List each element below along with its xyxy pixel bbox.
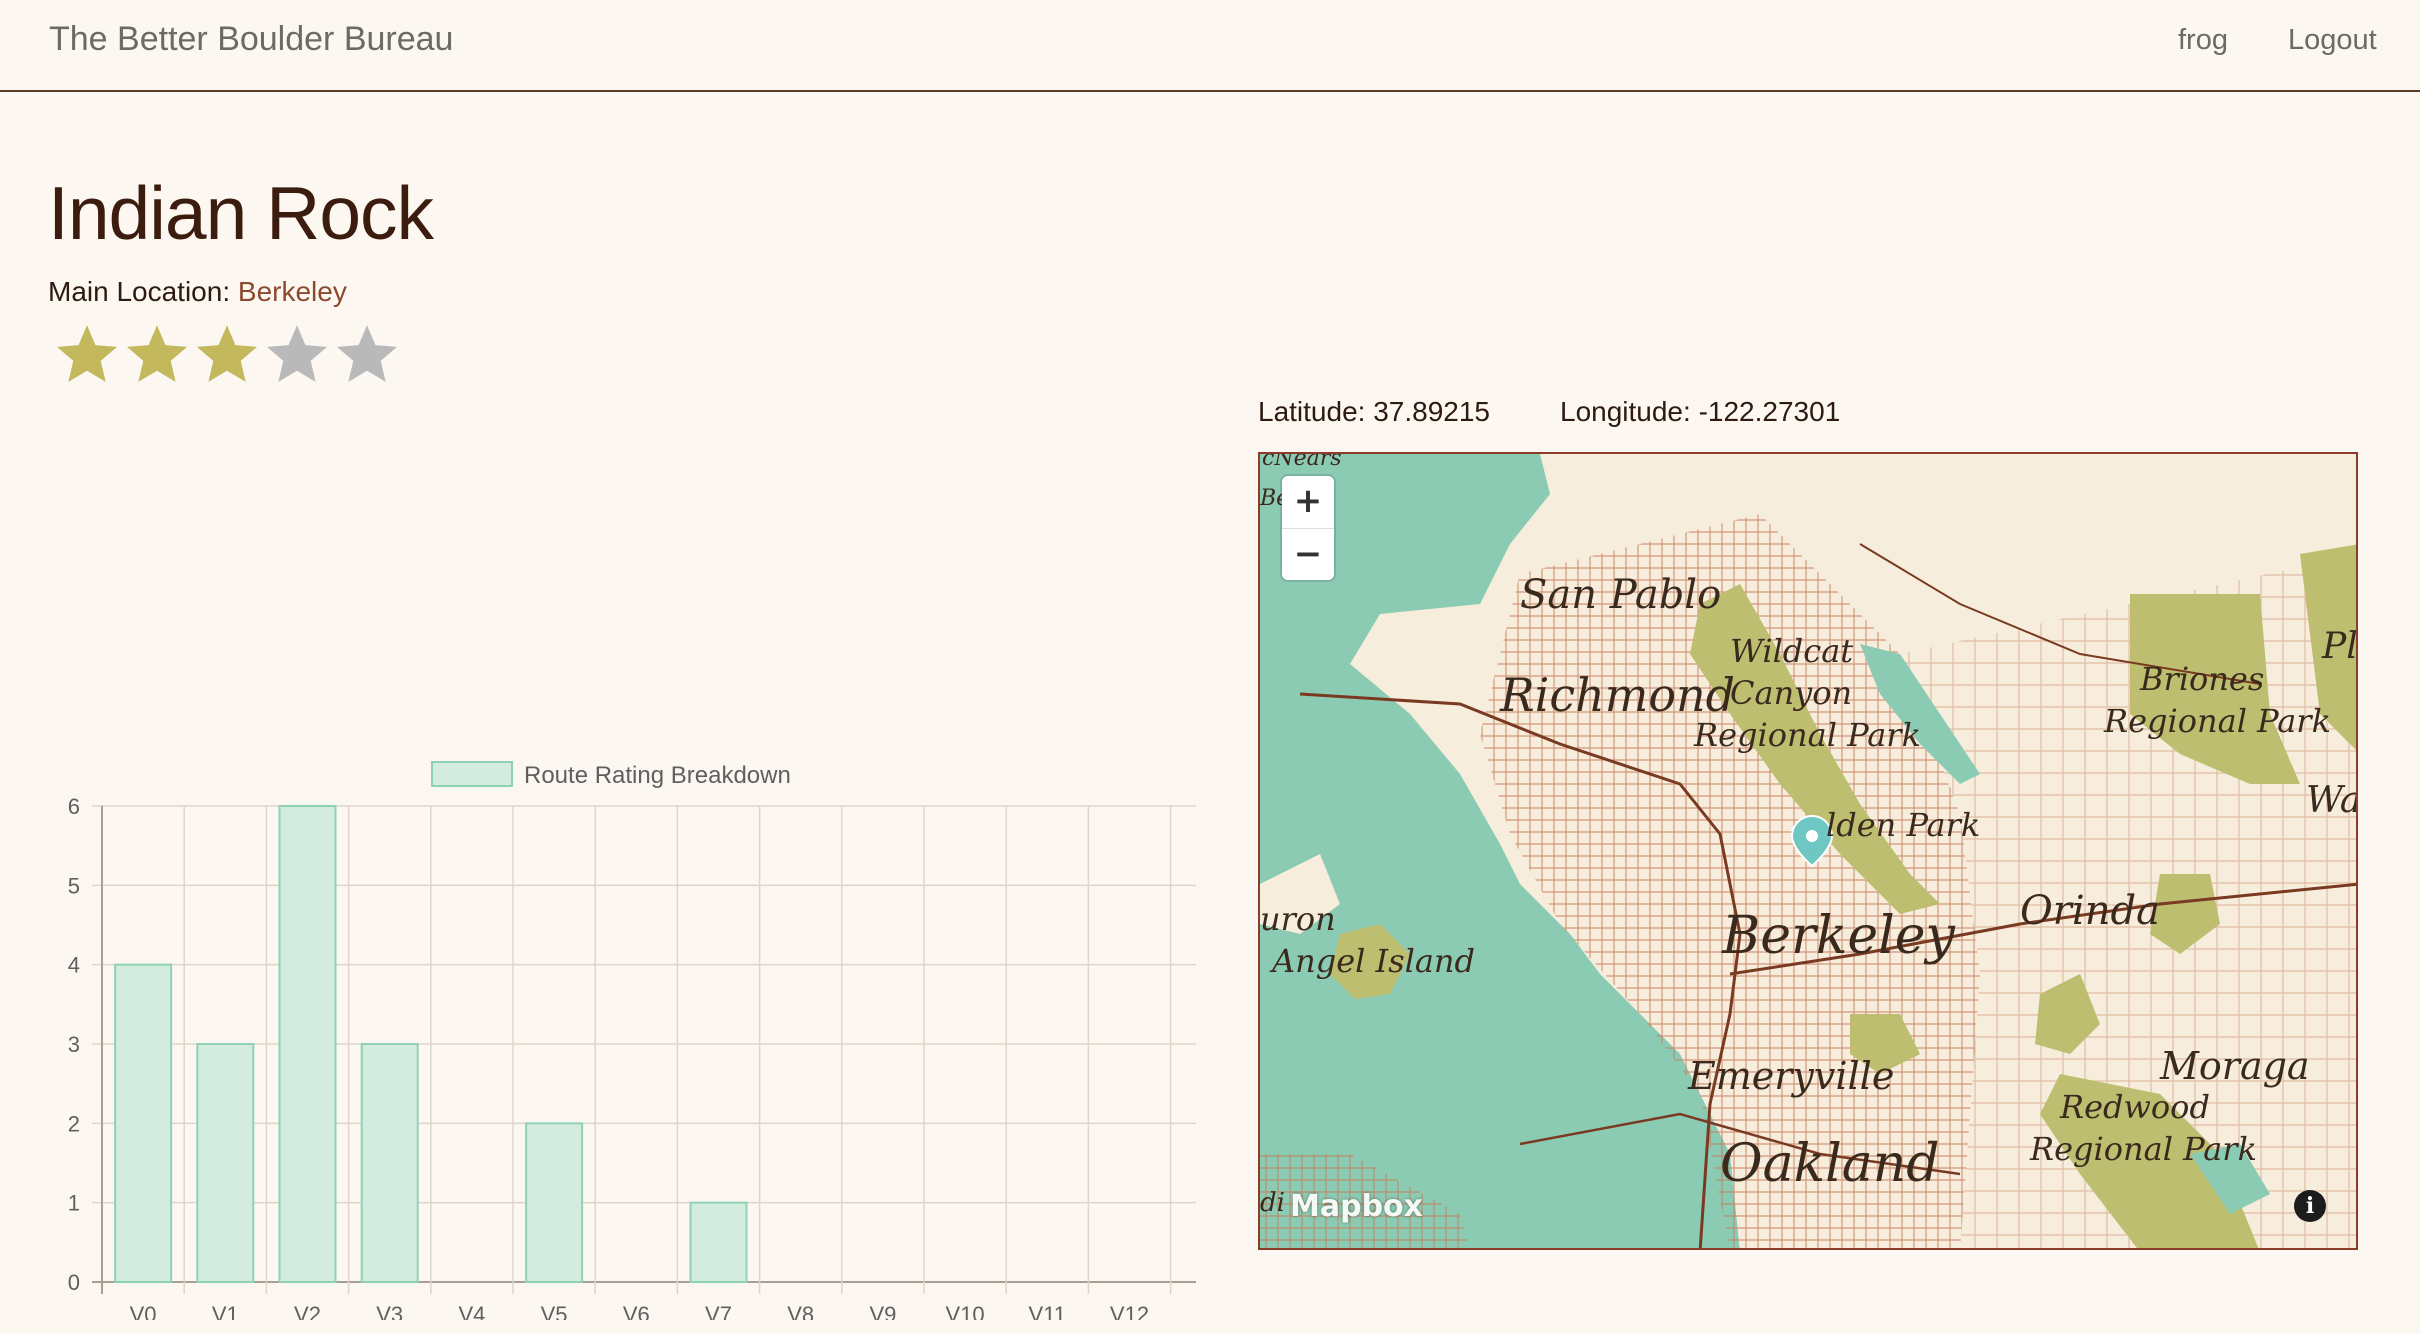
map-label-redwood: Redwood [2060,1088,2210,1126]
area-title: Indian Rock [48,171,434,255]
map-label-wildcat: Wildcat [1730,632,1854,670]
map-label-berkeley: Berkeley [1722,906,1955,966]
x-tick-label: V0 [130,1302,157,1320]
brand-title[interactable]: The Better Boulder Bureau [49,20,454,58]
map-view[interactable]: San Pablo Richmond Wildcat Canyon Region… [1258,452,2358,1250]
zoom-in-button[interactable]: + [1293,481,1323,521]
longitude-value: -122.27301 [1698,396,1841,427]
y-tick-label: 6 [68,794,80,819]
star-empty-icon [266,325,328,382]
star-filled-icon [126,325,188,382]
y-tick-label: 1 [68,1191,80,1216]
legend-swatch [431,761,513,787]
star-rating [52,320,402,390]
bar-v2 [278,805,337,1283]
latitude-value: 37.89215 [1373,396,1490,427]
map-label-orinda: Orinda [2020,888,2160,934]
x-tick-label: V9 [869,1302,896,1320]
star-empty-icon [336,325,398,382]
map-label-briones: Briones [2140,660,2265,698]
logout-link[interactable]: Logout [2288,24,2377,56]
zoom-out-button[interactable]: − [1282,528,1334,581]
navbar: The Better Boulder Bureau frog Logout [0,0,2420,92]
main-location: Main Location: Berkeley [48,276,347,308]
x-tick-label: V12 [1110,1302,1149,1320]
map-label-tilden: lden Park [1826,806,1981,844]
map-label-emeryville: Emeryville [1688,1054,1895,1098]
map-label-san-pablo: San Pablo [1520,572,1722,618]
x-tick-label: V7 [705,1302,732,1320]
y-tick-label: 2 [68,1111,80,1136]
mapbox-logo[interactable]: Mapbox [1290,1189,1424,1224]
x-tick-label: V10 [946,1302,985,1320]
map-label-mcnears: cNears [1262,452,1342,471]
map-label-canyon: Canyon [1730,674,1853,712]
main-location-link[interactable]: Berkeley [237,276,347,307]
x-tick-label: V5 [541,1302,568,1320]
star-filled-icon [56,325,118,382]
y-tick-label: 5 [68,873,80,898]
x-tick-label: V1 [212,1302,239,1320]
map-label-regional-park-3: Regional Park [2030,1130,2257,1168]
bar-v3 [360,1043,419,1283]
x-tick-label: V11 [1029,1302,1067,1320]
legend-label: Route Rating Breakdown [524,762,791,789]
user-link[interactable]: frog [2178,24,2228,56]
map-label-pl: Pl [2322,626,2358,667]
star-filled-icon [196,325,258,382]
longitude-readout: Longitude: -122.27301 [1560,396,1840,428]
map-label-regional-park-1: Regional Park [1694,716,1921,754]
x-tick-label: V2 [294,1302,321,1320]
angel-island [1330,924,1410,999]
bar-v5 [525,1122,584,1284]
map-label-di: di [1260,1188,1285,1218]
park-briones [2130,594,2300,784]
map-label-angel-island: Angel Island [1272,942,1476,980]
y-tick-label: 0 [68,1270,80,1295]
bar-v1 [196,1043,255,1283]
map-label-regional-park-2: Regional Park [2104,702,2331,740]
map-label-moraga: Moraga [2160,1044,2310,1088]
map-label-richmond: Richmond [1500,668,1736,722]
map-label-huron: uron [1260,900,1336,938]
x-tick-label: V6 [623,1302,650,1320]
x-tick-label: V8 [787,1302,814,1320]
bar-v0 [114,963,173,1284]
latitude-label: Latitude: [1258,396,1366,427]
map-label-oakland: Oakland [1720,1134,1940,1194]
x-tick-label: V4 [458,1302,485,1320]
main-location-label: Main Location: [48,276,231,307]
bay-water [1260,454,1740,1248]
y-tick-label: 4 [68,953,80,978]
park-redwood [2040,1074,2259,1248]
route-rating-chart: Route Rating Breakdown 0 1 2 3 4 5 6 V0 V1 V2 V3 V4 V… [68,761,1196,1320]
latitude-readout: Latitude: 37.89215 [1258,396,1490,428]
y-tick-label: 3 [68,1032,80,1057]
info-icon[interactable]: i [2294,1190,2326,1222]
longitude-label: Longitude: [1560,396,1691,427]
x-tick-label: V3 [376,1302,403,1320]
park-wildcat [1690,584,1940,914]
map-label-wa: Wa [2306,780,2358,821]
location-pin-icon[interactable] [1790,814,1834,868]
zoom-control: + − [1282,476,1334,580]
bar-v7 [689,1201,748,1283]
map-canvas[interactable] [1260,454,2358,1250]
